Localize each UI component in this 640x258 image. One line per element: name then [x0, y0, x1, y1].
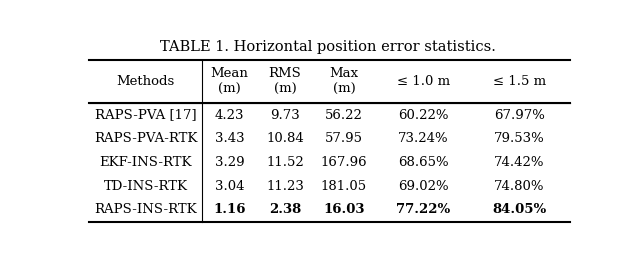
Text: 11.23: 11.23 — [266, 180, 304, 193]
Text: 4.23: 4.23 — [215, 109, 244, 122]
Text: TD-INS-RTK: TD-INS-RTK — [104, 180, 188, 193]
Text: 74.80%: 74.80% — [494, 180, 545, 193]
Text: 1.16: 1.16 — [213, 203, 246, 216]
Text: 67.97%: 67.97% — [494, 109, 545, 122]
Text: 16.03: 16.03 — [323, 203, 365, 216]
Text: 9.73: 9.73 — [270, 109, 300, 122]
Text: 11.52: 11.52 — [266, 156, 304, 169]
Text: 3.04: 3.04 — [215, 180, 244, 193]
Text: 73.24%: 73.24% — [398, 132, 449, 145]
Text: 68.65%: 68.65% — [398, 156, 449, 169]
Text: Methods: Methods — [116, 75, 175, 88]
Text: 3.43: 3.43 — [215, 132, 244, 145]
Text: 167.96: 167.96 — [321, 156, 367, 169]
Text: 60.22%: 60.22% — [398, 109, 449, 122]
Text: RMS
(m): RMS (m) — [269, 67, 301, 95]
Text: 84.05%: 84.05% — [492, 203, 547, 216]
Text: RAPS-PVA-RTK: RAPS-PVA-RTK — [94, 132, 197, 145]
Text: 3.29: 3.29 — [215, 156, 244, 169]
Text: 10.84: 10.84 — [266, 132, 304, 145]
Text: Mean
(m): Mean (m) — [211, 67, 248, 95]
Text: 69.02%: 69.02% — [398, 180, 449, 193]
Text: 74.42%: 74.42% — [494, 156, 545, 169]
Text: Max
(m): Max (m) — [330, 67, 358, 95]
Text: 79.53%: 79.53% — [494, 132, 545, 145]
Text: RAPS-PVA [17]: RAPS-PVA [17] — [95, 109, 196, 122]
Text: 56.22: 56.22 — [325, 109, 363, 122]
Text: 77.22%: 77.22% — [396, 203, 451, 216]
Text: 57.95: 57.95 — [325, 132, 363, 145]
Text: ≤ 1.0 m: ≤ 1.0 m — [397, 75, 450, 88]
Text: 181.05: 181.05 — [321, 180, 367, 193]
Text: 2.38: 2.38 — [269, 203, 301, 216]
Text: TABLE 1. Horizontal position error statistics.: TABLE 1. Horizontal position error stati… — [160, 40, 496, 54]
Text: EKF-INS-RTK: EKF-INS-RTK — [99, 156, 192, 169]
Text: RAPS-INS-RTK: RAPS-INS-RTK — [94, 203, 196, 216]
Text: ≤ 1.5 m: ≤ 1.5 m — [493, 75, 546, 88]
